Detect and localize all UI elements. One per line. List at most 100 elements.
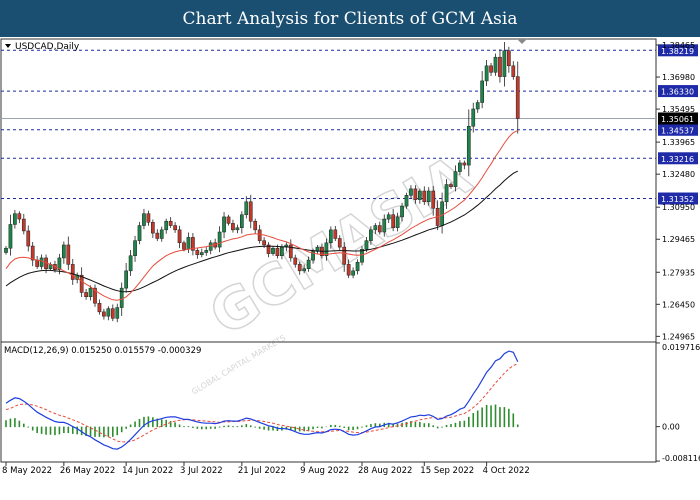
candle-body — [186, 237, 191, 250]
candle-body — [364, 240, 369, 250]
candle-body — [458, 162, 462, 172]
candle — [288, 239, 293, 262]
candle — [502, 42, 507, 87]
candle — [458, 159, 462, 176]
candle-body — [297, 264, 302, 272]
candle-body — [30, 245, 35, 261]
candle-body — [8, 224, 13, 249]
slow-moving-average-line — [5, 170, 519, 293]
candle-body — [97, 302, 102, 313]
candle — [93, 284, 97, 307]
candle-body — [306, 259, 311, 269]
candle-body — [88, 287, 93, 298]
candle — [4, 246, 8, 255]
price-tick-label: 1.30950 — [662, 203, 695, 212]
candle-body — [426, 190, 431, 203]
candle — [110, 304, 115, 322]
candle-body — [337, 238, 342, 248]
candle — [137, 221, 142, 245]
candle — [248, 194, 253, 229]
candle-body — [119, 287, 124, 308]
price-tick-label: 1.32480 — [662, 170, 695, 179]
candle — [382, 214, 387, 237]
candle — [97, 299, 102, 315]
candle-body — [13, 213, 17, 225]
candle-body — [173, 225, 177, 231]
candle-body — [70, 264, 75, 280]
time-tick-label: 4 Oct 2022 — [483, 466, 530, 476]
candle-body — [79, 274, 84, 293]
candle-body — [106, 308, 111, 317]
candle-body — [382, 218, 387, 233]
candle-body — [431, 190, 436, 209]
candle-body — [351, 270, 355, 276]
candle-body — [199, 252, 204, 255]
candle — [498, 49, 502, 83]
candle — [293, 254, 298, 268]
candle — [70, 258, 75, 285]
candle — [395, 212, 400, 232]
level-tag — [658, 192, 698, 205]
level-tag — [658, 123, 698, 136]
level-tag — [658, 85, 698, 98]
candle-body — [177, 229, 182, 244]
price-panel-frame — [0, 38, 657, 343]
candle-body — [151, 222, 155, 234]
candle — [515, 61, 520, 134]
candle — [337, 235, 342, 251]
price-axis: 1.38219 1.36330 1.34537 1.33216 1.31352 1.384… — [656, 41, 698, 341]
candle — [17, 211, 22, 224]
candle — [173, 222, 177, 233]
candle — [13, 210, 17, 229]
candle-body — [484, 65, 489, 82]
price-tick-label: 1.35495 — [662, 105, 695, 114]
candle — [329, 226, 333, 249]
candle-body — [266, 244, 271, 254]
macd-panel-frame — [0, 341, 657, 463]
candle — [431, 186, 436, 216]
candle-body — [240, 214, 244, 228]
candle — [333, 225, 338, 242]
candle-body — [346, 264, 351, 276]
candle-body — [302, 268, 306, 272]
candle — [369, 226, 373, 245]
candle-body — [404, 195, 409, 207]
candle-body — [66, 244, 71, 265]
price-tick-label: 1.33965 — [662, 138, 695, 147]
candle — [231, 219, 235, 233]
candle — [297, 261, 302, 275]
candle-body — [462, 162, 467, 166]
candle — [102, 308, 106, 320]
candle-body — [222, 216, 226, 233]
candle-body — [280, 246, 284, 256]
candle-body — [333, 229, 338, 239]
candle-body — [502, 50, 507, 77]
level-label: 1.31352 — [661, 195, 694, 204]
candle-body — [208, 242, 213, 251]
candle-body — [226, 216, 231, 224]
candle — [8, 214, 13, 256]
candle-body — [191, 237, 195, 251]
candle-body — [355, 261, 360, 272]
horizontal-levels — [1, 49, 656, 200]
level-label: 1.38219 — [661, 47, 694, 56]
candle-body — [275, 247, 280, 256]
candle-body — [164, 220, 169, 231]
candle — [404, 192, 409, 209]
candle — [302, 264, 306, 274]
candle-body — [489, 65, 493, 73]
candle-body — [235, 227, 240, 231]
candle-body — [168, 220, 173, 226]
candle — [484, 60, 489, 87]
symbol-label: USDCAD,Daily — [15, 42, 80, 52]
time-tick-label: 15 Sep 2022 — [420, 466, 474, 476]
candle — [208, 240, 213, 255]
candle — [480, 71, 484, 109]
level-label: 1.34537 — [661, 126, 694, 135]
candle-body — [324, 242, 329, 256]
price-tick-label: 1.29465 — [662, 235, 695, 244]
candle — [62, 241, 66, 264]
price-tick-label: 1.36980 — [662, 73, 695, 82]
candle — [453, 165, 458, 192]
symbol-dropdown-icon[interactable] — [5, 44, 11, 48]
